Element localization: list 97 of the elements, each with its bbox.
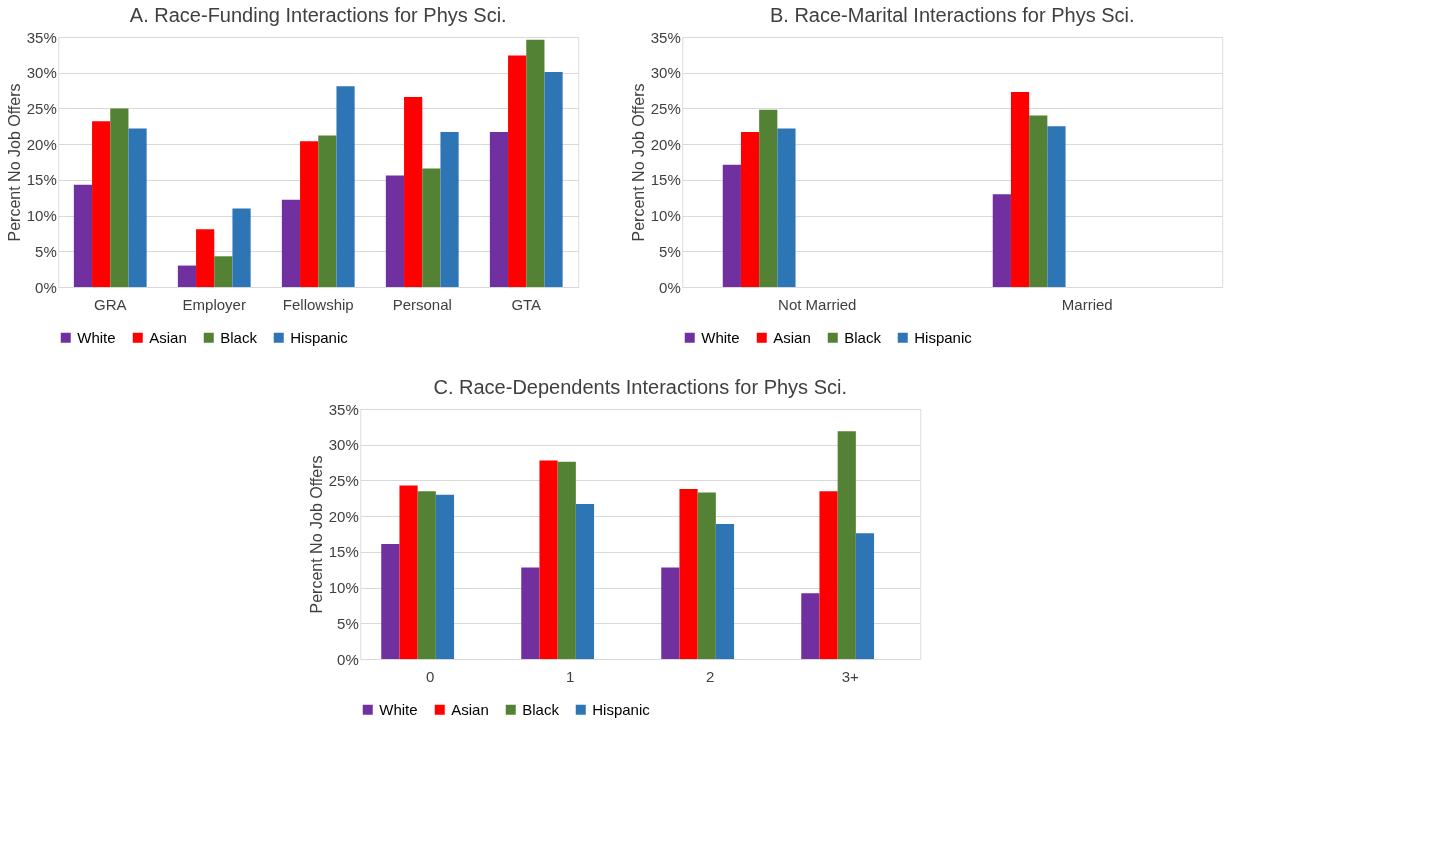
y-tick-label: 10% [650, 207, 681, 225]
bar [521, 567, 540, 659]
legend-label: Asian [451, 700, 489, 718]
chart-title: A. Race-Funding Interactions for Phys Sci. [129, 4, 507, 26]
chart-title: B. Race-Marital Interactions for Phys Sci. [769, 4, 1135, 26]
legend-label: Hispanic [592, 700, 651, 718]
x-tick-label: 1 [566, 667, 575, 685]
y-tick-label: 15% [650, 171, 681, 189]
bar [1029, 115, 1048, 287]
y-tick-label: 20% [328, 507, 359, 525]
bar [318, 135, 337, 287]
y-tick-label: 20% [26, 135, 57, 153]
legend-label: Black [844, 328, 882, 346]
legend-label: Black [220, 328, 258, 346]
bar [837, 431, 856, 659]
y-tick-label: 15% [328, 543, 359, 561]
x-tick-label: Fellowship [282, 295, 354, 313]
x-tick-label: 0 [426, 667, 435, 685]
x-tick-label: Married [1061, 295, 1113, 313]
y-tick-label: 35% [328, 400, 359, 418]
bar [177, 265, 197, 287]
legend-label: Asian [149, 328, 187, 346]
y-tick-label: 25% [328, 471, 359, 489]
y-tick-label: 25% [26, 99, 57, 117]
x-tick-label: Personal [392, 295, 452, 313]
legend-label: Hispanic [290, 328, 349, 346]
bar [539, 460, 558, 659]
legend-label: Hispanic [914, 328, 973, 346]
bar [336, 86, 355, 287]
bar [992, 194, 1011, 287]
bar [399, 485, 418, 659]
bar [440, 132, 459, 287]
y-tick-label: 20% [650, 135, 681, 153]
x-tick-label: Not Married [778, 295, 857, 313]
bar [214, 256, 233, 287]
y-tick-label: 35% [650, 28, 681, 46]
bar [777, 128, 796, 287]
y-tick-label: 35% [26, 28, 57, 46]
legend-label: White [701, 328, 740, 346]
y-tick-label: 0% [337, 650, 359, 668]
bar [1010, 92, 1030, 287]
y-tick-label: 30% [328, 436, 359, 454]
bar [526, 39, 545, 287]
x-tick-label: GRA [93, 295, 127, 313]
bar [196, 229, 215, 287]
bar [740, 132, 760, 287]
bar [300, 141, 319, 287]
bar [855, 533, 875, 659]
bar [422, 168, 441, 287]
bar [679, 489, 698, 659]
bar [697, 492, 716, 659]
y-tick-label: 5% [35, 242, 57, 260]
bar [281, 199, 301, 287]
y-axis-title: Percent No Job Offers [629, 83, 647, 242]
y-tick-label: 15% [26, 171, 57, 189]
bar [1047, 126, 1066, 287]
bar [575, 504, 595, 659]
bar [385, 175, 405, 287]
bar [92, 121, 111, 287]
chart-title: C. Race-Dependents Interactions for Phys Sci. [433, 376, 848, 398]
bar [661, 567, 680, 659]
y-tick-label: 5% [337, 614, 359, 632]
x-tick-label: GTA [511, 295, 542, 313]
bar [232, 208, 251, 287]
bar [110, 108, 129, 287]
y-tick-label: 30% [26, 64, 57, 82]
x-tick-label: 2 [706, 667, 715, 685]
y-axis-title: Percent No Job Offers [307, 455, 325, 614]
bar [73, 184, 93, 287]
y-tick-label: 0% [659, 278, 681, 296]
bar [404, 97, 423, 287]
bar [819, 491, 838, 659]
legend-label: Asian [773, 328, 811, 346]
y-tick-label: 5% [659, 242, 681, 260]
y-tick-label: 10% [26, 207, 57, 225]
bar [489, 132, 509, 287]
y-tick-label: 10% [328, 579, 359, 597]
bar [128, 128, 147, 287]
bar [544, 72, 563, 287]
y-tick-label: 30% [650, 64, 681, 82]
bar [557, 461, 576, 659]
legend-label: Black [522, 700, 560, 718]
legend-label: White [379, 700, 418, 718]
x-tick-label: Employer [182, 295, 246, 313]
bar [722, 164, 741, 287]
y-tick-label: 25% [650, 99, 681, 117]
y-axis-title: Percent No Job Offers [5, 83, 23, 242]
bar [801, 593, 820, 659]
bar [715, 524, 735, 659]
y-tick-label: 0% [35, 278, 57, 296]
x-tick-label: 3+ [841, 667, 860, 685]
bar [417, 491, 436, 659]
bar [435, 494, 455, 659]
bar [508, 55, 527, 287]
bar [381, 544, 400, 659]
legend-label: White [77, 328, 116, 346]
bar [759, 109, 778, 287]
